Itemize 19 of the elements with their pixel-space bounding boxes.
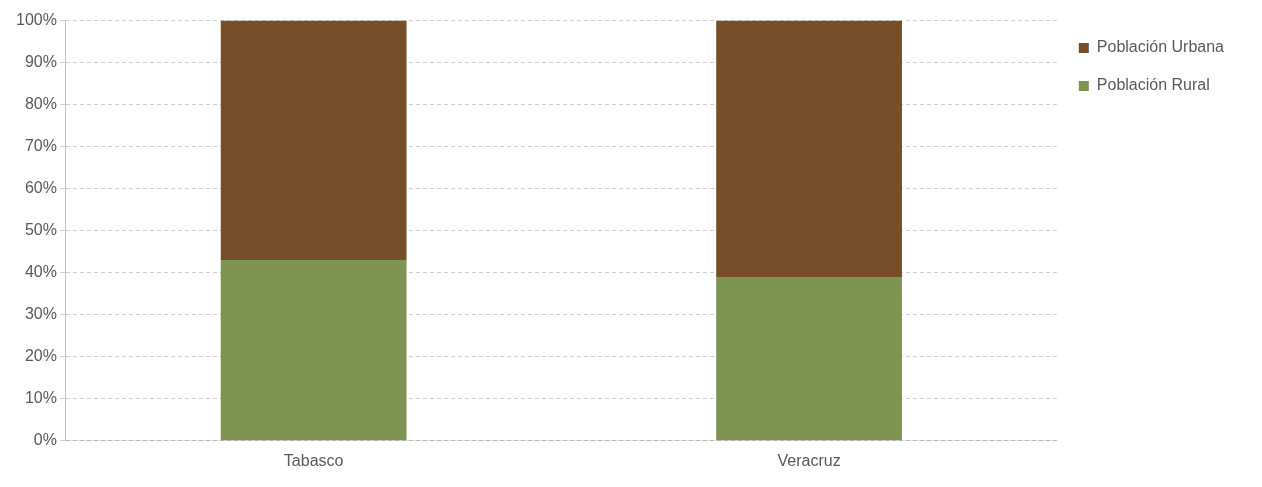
- y-tick-label: 100%: [16, 11, 57, 29]
- legend-label: Población Rural: [1096, 76, 1210, 94]
- y-tick-label: 80%: [24, 95, 57, 113]
- y-tick-label: 90%: [24, 53, 57, 71]
- x-tick-label: Tabasco: [283, 451, 344, 469]
- x-tick-label: Veracruz: [777, 451, 841, 469]
- y-tick-label: 40%: [24, 263, 57, 281]
- y-tick-label: 50%: [24, 221, 57, 239]
- bar: [716, 20, 902, 277]
- bar: [220, 20, 407, 261]
- bar: [716, 276, 902, 441]
- bar: [220, 260, 407, 441]
- y-tick-label: 20%: [24, 347, 57, 365]
- legend-label: Población Urbana: [1096, 38, 1225, 56]
- y-tick-label: 10%: [24, 389, 57, 407]
- y-tick-label: 60%: [24, 179, 57, 197]
- y-tick-label: 70%: [24, 137, 57, 155]
- y-tick-label: 30%: [24, 305, 57, 323]
- y-tick-label: 0%: [33, 431, 57, 449]
